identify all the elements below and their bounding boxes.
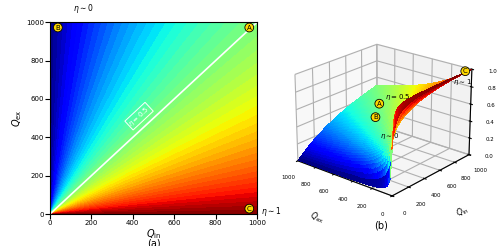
Text: C: C [247, 206, 252, 212]
Y-axis label: $Q_\mathrm{in}$: $Q_\mathrm{in}$ [454, 203, 471, 220]
Text: (a): (a) [147, 239, 160, 246]
Text: A: A [247, 25, 252, 31]
Text: $\eta=0.5$: $\eta=0.5$ [126, 104, 152, 128]
Text: $\eta\sim 0$: $\eta\sim 0$ [73, 2, 94, 15]
Text: $\eta\sim 1$: $\eta\sim 1$ [262, 205, 281, 218]
X-axis label: $Q_\mathrm{in}$: $Q_\mathrm{in}$ [146, 228, 161, 242]
X-axis label: $Q_\mathrm{ex}$: $Q_\mathrm{ex}$ [308, 209, 326, 226]
Text: (b): (b) [374, 220, 388, 231]
Y-axis label: $Q_\mathrm{ex}$: $Q_\mathrm{ex}$ [10, 109, 24, 127]
Text: B: B [56, 25, 60, 31]
